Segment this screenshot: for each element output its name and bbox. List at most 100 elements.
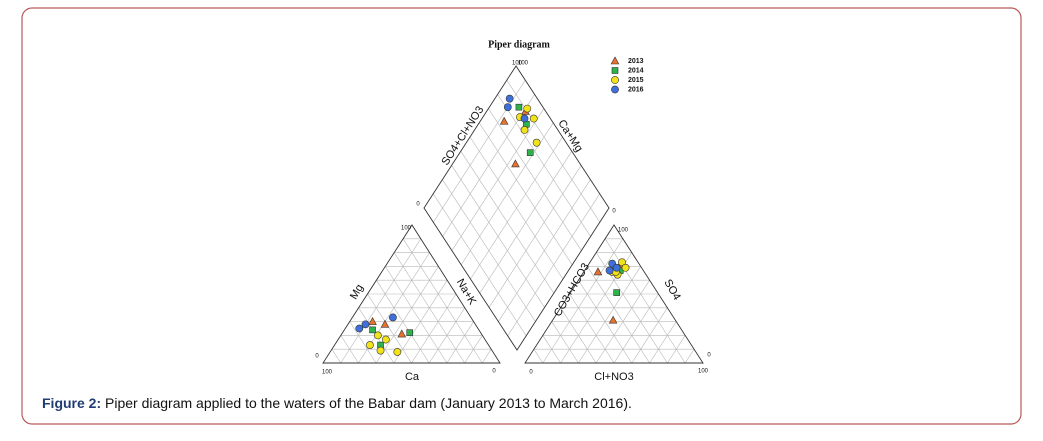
grid-line [460, 122, 554, 265]
cation-point [393, 348, 402, 356]
anion-point [621, 263, 630, 272]
grid-line [464, 335, 483, 364]
grid-line [451, 108, 545, 251]
anion-point [608, 315, 618, 324]
axis-label: Cl+NO3 [594, 371, 633, 383]
cation-point [368, 316, 377, 325]
grid-line [587, 266, 650, 364]
triangle-outline [524, 224, 704, 364]
grid-line [367, 293, 412, 364]
legend-label: 2013 [628, 58, 644, 65]
chart-title: Piper diagram [488, 39, 550, 50]
cation-point [355, 324, 364, 333]
legend-label: 2015 [628, 77, 644, 84]
grid-line [497, 94, 591, 237]
anion-point [612, 263, 621, 272]
grid-line [446, 321, 474, 364]
grid-line [542, 238, 624, 364]
axis-label: SO4 [661, 277, 682, 302]
grid-line [649, 321, 677, 364]
axis-tick-label: 100 [518, 61, 529, 67]
caption-text: Piper diagram applied to the waters of t… [105, 395, 632, 411]
grid-line [560, 307, 597, 364]
grid-line [331, 349, 341, 364]
grid-line [375, 266, 439, 364]
axis-tick-label: 0 [612, 209, 616, 215]
diamond-point [515, 103, 523, 111]
anion-point [605, 266, 614, 275]
anion-point [613, 289, 620, 296]
anion-point [593, 267, 603, 276]
axis-tick-label: 0 [529, 370, 533, 376]
axis-label: SO4+Cl+NO3 [439, 104, 486, 167]
caption-label: Figure 2: [42, 395, 101, 411]
frame [21, 7, 1022, 425]
anion-point [618, 258, 626, 267]
grid-line [506, 80, 601, 223]
grid-line [349, 321, 377, 364]
grid-line [488, 108, 582, 251]
grid-line [684, 349, 695, 364]
diamond-point [529, 114, 538, 123]
triangle-outline [322, 224, 501, 364]
grid-line [482, 349, 492, 364]
grid-line [428, 307, 466, 364]
legend-label: 2016 [628, 86, 644, 93]
cation-point [397, 329, 407, 338]
axis-label: Ca [405, 371, 420, 383]
cation-point [376, 346, 385, 355]
grid-line [340, 335, 359, 364]
axis-tick-label: 100 [401, 226, 412, 232]
grid-line [613, 293, 659, 364]
grid-line [604, 238, 686, 364]
diamond-point [511, 159, 520, 168]
axis-tick-label: 100 [322, 370, 333, 376]
grid-line [667, 335, 686, 364]
grid-line [551, 321, 579, 364]
diamond-point [503, 103, 512, 112]
cation-point [389, 313, 397, 322]
diamond-point [526, 149, 534, 156]
grid-line [533, 349, 544, 364]
cation-point [369, 326, 376, 334]
axis-tick-label: 0 [416, 202, 420, 208]
grid-line [578, 266, 641, 364]
axis-label: Mg [348, 282, 366, 301]
axis-label: Na+K [454, 277, 479, 308]
legend-marker [611, 67, 619, 74]
diamond-point [532, 138, 541, 147]
axis-tick-label: 100 [698, 369, 709, 375]
cation-point [366, 341, 374, 349]
legend-marker [611, 76, 619, 84]
grid-line [478, 122, 573, 265]
axis-label: CO3+HCO3 [552, 261, 592, 319]
grid-line [569, 293, 615, 364]
grid-line [411, 293, 457, 364]
diamond-outline [423, 65, 610, 351]
cation-point [380, 319, 390, 328]
diamond-point [520, 125, 529, 134]
cation-point [381, 335, 390, 344]
cation-point [373, 331, 382, 340]
axis-tick-label: 0 [492, 369, 496, 375]
grid-line [433, 80, 526, 223]
diamond-point [523, 104, 532, 113]
grid-line [631, 307, 668, 364]
grid-line [402, 238, 483, 364]
diamond-point [520, 114, 529, 123]
diamond-point [505, 94, 514, 103]
legend-marker [610, 56, 620, 65]
grid-line [385, 266, 448, 364]
diamond-point [499, 116, 509, 125]
axis-tick-label: 0 [707, 353, 711, 359]
axis-tick-label: 0 [315, 354, 319, 360]
axis-tick-label: 100 [512, 61, 523, 67]
legend-marker [611, 85, 619, 94]
grid-line [340, 238, 422, 364]
cation-point [361, 320, 370, 329]
legend-label: 2014 [628, 67, 644, 74]
axis-tick-label: 100 [618, 228, 629, 234]
grid-line [469, 136, 564, 280]
